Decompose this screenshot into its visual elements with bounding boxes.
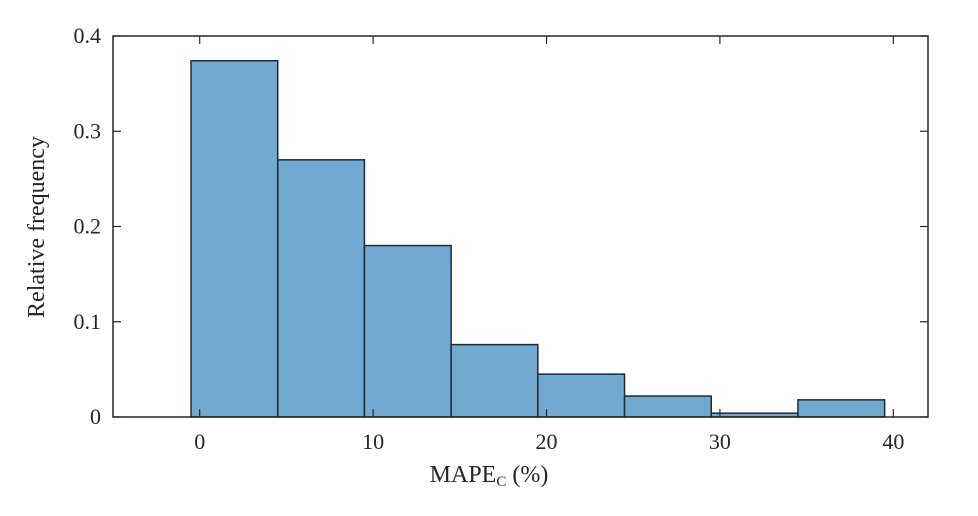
y-axis-label: Relative frequency xyxy=(24,136,50,318)
x-tick-label: 40 xyxy=(882,429,904,454)
y-tick-label: 0.1 xyxy=(74,309,102,334)
bars-group xyxy=(190,60,886,418)
x-axis-label-subscript: C xyxy=(496,474,507,490)
x-tick-label: 20 xyxy=(536,429,558,454)
histogram-bar xyxy=(276,159,366,418)
y-tick-label: 0.2 xyxy=(74,214,102,239)
histogram-bar xyxy=(363,244,452,418)
x-axis-label-main: MAPE xyxy=(429,462,497,488)
x-axis-label: MAPEC (%) xyxy=(0,462,978,491)
histogram-bar xyxy=(537,373,626,418)
x-tick-label: 10 xyxy=(362,429,384,454)
y-tick-labels: 0 0.1 0.2 0.3 0.4 xyxy=(74,23,102,429)
x-tick-label: 30 xyxy=(709,429,731,454)
y-tick-label: 0 xyxy=(90,404,101,429)
y-tick-label: 0.3 xyxy=(74,118,102,143)
y-tick-label: 0.4 xyxy=(74,23,102,48)
histogram-bar xyxy=(797,399,886,418)
axes-box xyxy=(112,35,929,418)
histogram-bar xyxy=(623,395,712,418)
histogram-bar xyxy=(190,60,279,418)
x-tick-label: 0 xyxy=(194,429,205,454)
x-tick-labels: 0 10 20 30 40 xyxy=(194,429,904,454)
x-axis-label-unit: (%) xyxy=(506,462,549,488)
histogram-bar xyxy=(450,343,539,418)
